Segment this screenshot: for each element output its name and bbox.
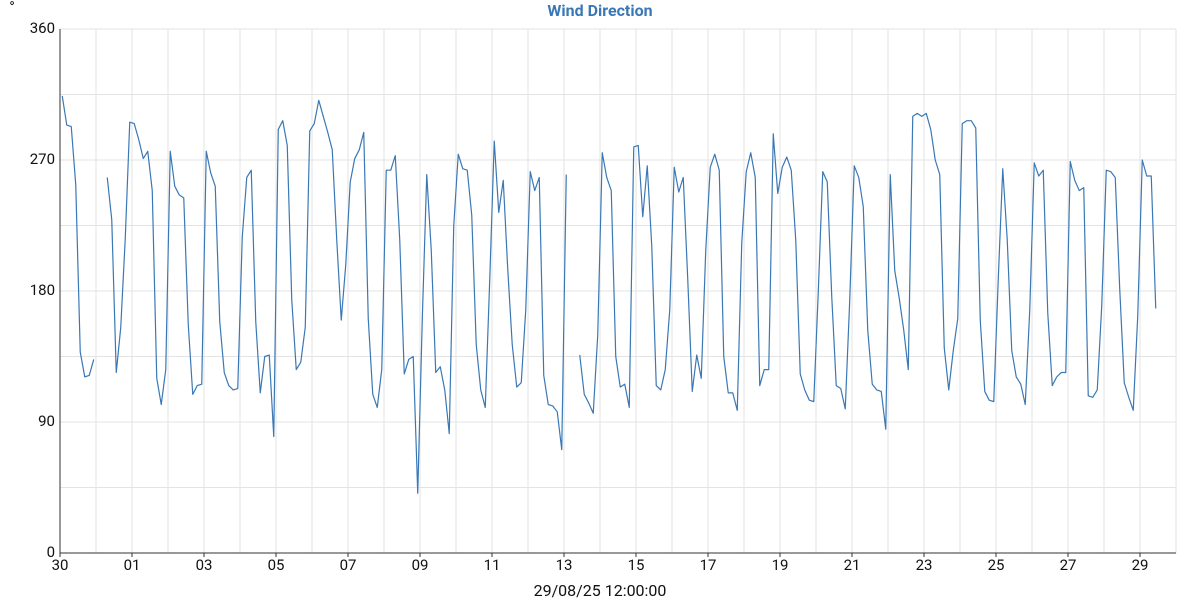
- x-tick-label: 23: [916, 556, 933, 574]
- x-tick-label: 29: [1132, 556, 1149, 574]
- y-tick-label: 270: [30, 150, 55, 168]
- y-tick-label: 90: [38, 412, 55, 430]
- x-tick-label: 11: [484, 556, 501, 574]
- y-axis-label: °: [9, 0, 15, 16]
- x-tick-label: 19: [772, 556, 789, 574]
- y-tick-label: 180: [30, 281, 55, 299]
- x-axis-label: 29/08/25 12:00:00: [534, 581, 667, 600]
- x-tick-label: 03: [196, 556, 213, 574]
- x-tick-label: 17: [700, 556, 717, 574]
- x-tick-label: 15: [628, 556, 645, 574]
- x-tick-label: 27: [1060, 556, 1077, 574]
- x-tick-label: 09: [412, 556, 429, 574]
- y-tick-label: 360: [30, 19, 55, 37]
- x-tick-label: 21: [844, 556, 861, 574]
- x-tick-label: 01: [124, 556, 141, 574]
- x-tick-label: 30: [52, 556, 69, 574]
- chart-title: Wind Direction: [547, 1, 652, 20]
- x-tick-label: 13: [556, 556, 573, 574]
- x-tick-label: 25: [988, 556, 1005, 574]
- x-tick-label: 05: [268, 556, 285, 574]
- wind-direction-line: [61, 95, 1157, 494]
- y-tick-label: 0: [47, 543, 55, 561]
- x-tick-label: 07: [340, 556, 357, 574]
